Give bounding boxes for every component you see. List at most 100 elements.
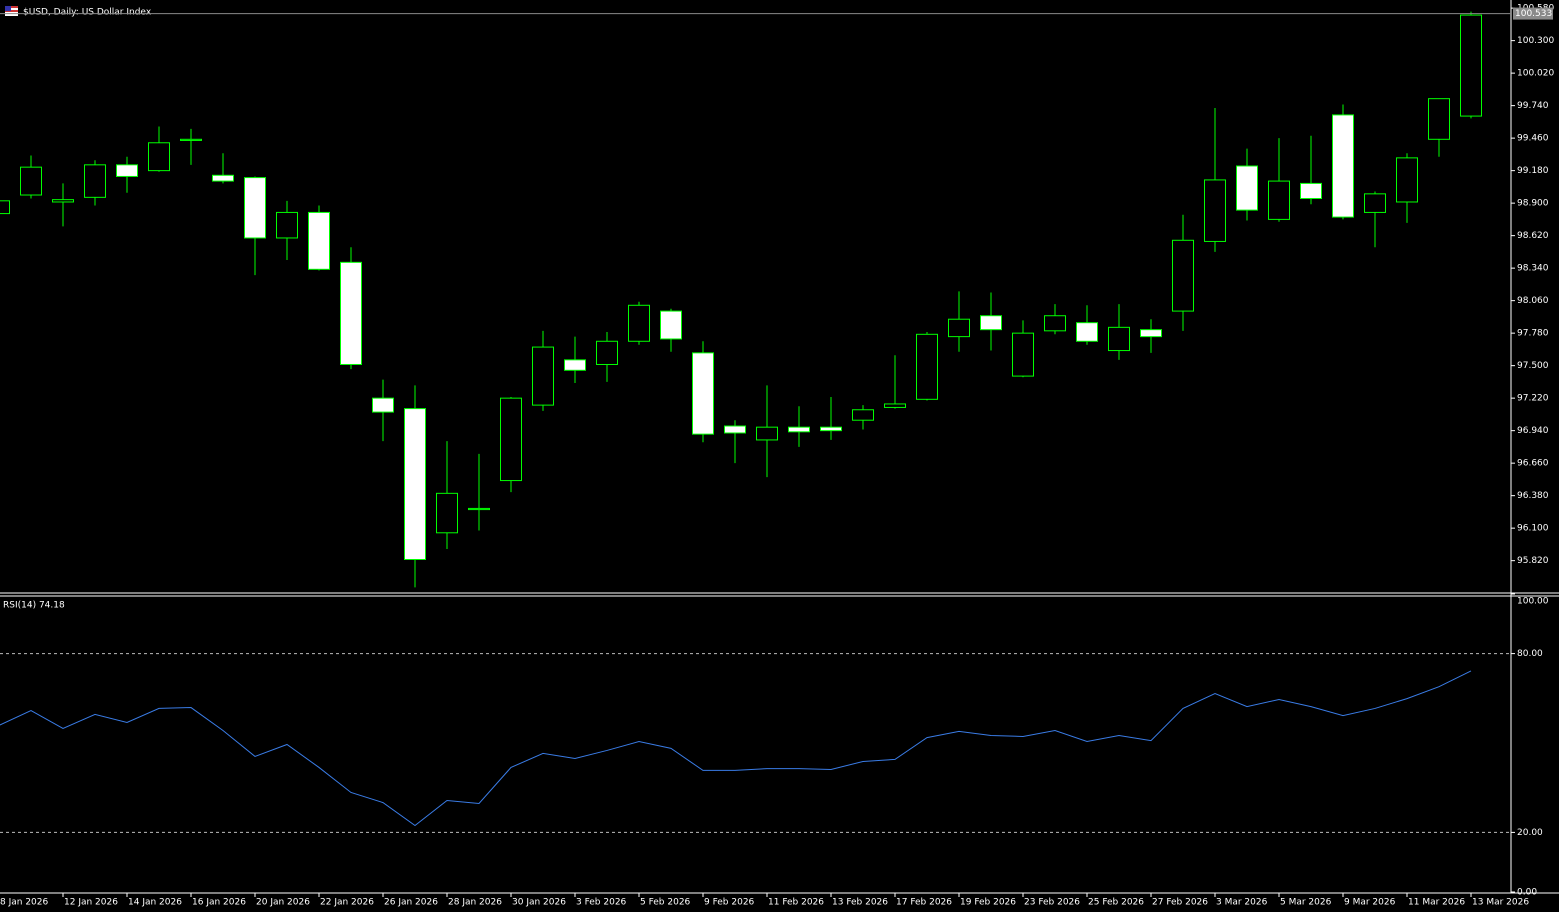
candle-body bbox=[852, 409, 874, 421]
x-tick-label: 3 Feb 2026 bbox=[576, 898, 627, 908]
rsi-line bbox=[0, 670, 1472, 827]
candle-body bbox=[1268, 180, 1290, 220]
candle-body bbox=[180, 138, 202, 141]
candle-body bbox=[340, 261, 362, 365]
x-tick-label: 20 Jan 2026 bbox=[256, 898, 310, 908]
candle-body bbox=[916, 333, 938, 400]
y-tick-label: 80.00 bbox=[1517, 649, 1543, 659]
x-tick-label: 5 Feb 2026 bbox=[640, 898, 691, 908]
x-tick-label: 12 Jan 2026 bbox=[64, 898, 118, 908]
candle-body bbox=[436, 492, 458, 534]
y-tick-label: 97.220 bbox=[1517, 394, 1549, 404]
x-tick-label: 14 Jan 2026 bbox=[128, 898, 182, 908]
candle-body bbox=[1460, 14, 1482, 117]
candle-body bbox=[596, 340, 618, 365]
candle-body bbox=[52, 199, 74, 203]
y-tick-label: 98.620 bbox=[1517, 231, 1549, 241]
candle-body bbox=[788, 426, 810, 433]
y-tick-label: 98.900 bbox=[1517, 199, 1549, 209]
candle-body bbox=[1140, 329, 1162, 338]
candle-body bbox=[276, 211, 298, 239]
y-tick-label: 20.00 bbox=[1517, 828, 1543, 838]
y-tick-label: 100.020 bbox=[1517, 69, 1554, 79]
candle-body bbox=[372, 397, 394, 413]
x-tick-label: 22 Jan 2026 bbox=[320, 898, 374, 908]
x-tick-label: 13 Mar 2026 bbox=[1472, 898, 1529, 908]
candle-body bbox=[948, 318, 970, 338]
y-tick-label: 97.780 bbox=[1517, 329, 1549, 339]
candle-body bbox=[404, 408, 426, 560]
candle-body bbox=[980, 315, 1002, 331]
candle-body bbox=[84, 164, 106, 198]
candle-body bbox=[884, 403, 906, 408]
candle-body bbox=[1396, 157, 1418, 203]
candle-body bbox=[1012, 332, 1034, 377]
candle-body bbox=[1332, 114, 1354, 218]
candle-body bbox=[500, 397, 522, 482]
candle-body bbox=[1044, 315, 1066, 332]
y-tick-label: 100.00 bbox=[1517, 597, 1549, 607]
x-tick-label: 11 Mar 2026 bbox=[1408, 898, 1465, 908]
candle-body bbox=[692, 352, 714, 435]
x-tick-label: 25 Feb 2026 bbox=[1088, 898, 1144, 908]
y-tick-label: 96.660 bbox=[1517, 459, 1549, 469]
candle-body bbox=[148, 142, 170, 172]
chart-title: $USD, Daily: US Dollar Index bbox=[23, 8, 152, 18]
x-tick-label: 8 Jan 2026 bbox=[0, 898, 48, 908]
x-tick-label: 16 Jan 2026 bbox=[192, 898, 246, 908]
x-tick-label: 13 Feb 2026 bbox=[832, 898, 888, 908]
candle-body bbox=[532, 346, 554, 406]
candle-body bbox=[0, 200, 10, 215]
candle-body bbox=[1236, 165, 1258, 211]
candle-body bbox=[468, 507, 490, 511]
x-tick-label: 23 Feb 2026 bbox=[1024, 898, 1080, 908]
x-tick-label: 28 Jan 2026 bbox=[448, 898, 502, 908]
candle-body bbox=[308, 211, 330, 270]
candle-body bbox=[1300, 182, 1322, 199]
x-tick-label: 17 Feb 2026 bbox=[896, 898, 952, 908]
x-tick-label: 26 Jan 2026 bbox=[384, 898, 438, 908]
candle-body bbox=[20, 166, 42, 196]
x-tick-label: 11 Feb 2026 bbox=[768, 898, 824, 908]
y-tick-label: 95.820 bbox=[1517, 556, 1549, 566]
candle-body bbox=[244, 177, 266, 239]
candle-body bbox=[1076, 322, 1098, 342]
candle-body bbox=[1364, 193, 1386, 213]
y-tick-label: 98.060 bbox=[1517, 296, 1549, 306]
candle-body bbox=[1108, 326, 1130, 352]
y-tick-label: 98.340 bbox=[1517, 264, 1549, 274]
candle-body bbox=[1204, 179, 1226, 242]
x-tick-label: 27 Feb 2026 bbox=[1152, 898, 1208, 908]
flag-icon bbox=[5, 6, 18, 16]
candle-body bbox=[564, 359, 586, 371]
x-tick-label: 5 Mar 2026 bbox=[1280, 898, 1332, 908]
candle-body bbox=[660, 310, 682, 340]
x-tick-label: 19 Feb 2026 bbox=[960, 898, 1016, 908]
y-tick-label: 100.300 bbox=[1517, 36, 1554, 46]
x-tick-label: 9 Feb 2026 bbox=[704, 898, 755, 908]
candle-body bbox=[756, 426, 778, 441]
candle-body bbox=[1428, 98, 1450, 140]
y-tick-label: 96.940 bbox=[1517, 426, 1549, 436]
y-tick-label: 97.500 bbox=[1517, 361, 1549, 371]
y-tick-label: 99.180 bbox=[1517, 166, 1549, 176]
x-tick-label: 3 Mar 2026 bbox=[1216, 898, 1268, 908]
y-tick-label: 96.380 bbox=[1517, 491, 1549, 501]
candle-body bbox=[628, 304, 650, 342]
candle-body bbox=[820, 426, 842, 432]
last-price-label: 100.533 bbox=[1515, 9, 1552, 19]
y-tick-label: 0.00 bbox=[1517, 888, 1537, 898]
x-tick-label: 30 Jan 2026 bbox=[512, 898, 566, 908]
candle-body bbox=[724, 425, 746, 434]
y-tick-label: 96.100 bbox=[1517, 524, 1549, 534]
y-tick-label: 99.460 bbox=[1517, 134, 1549, 144]
candle-body bbox=[1172, 239, 1194, 312]
rsi-title: RSI(14) 74.18 bbox=[3, 601, 65, 611]
y-tick-label: 99.740 bbox=[1517, 101, 1549, 111]
x-tick-label: 9 Mar 2026 bbox=[1344, 898, 1396, 908]
candle-body bbox=[116, 164, 138, 177]
last-price-box bbox=[1513, 7, 1553, 20]
candle-body bbox=[212, 174, 234, 182]
